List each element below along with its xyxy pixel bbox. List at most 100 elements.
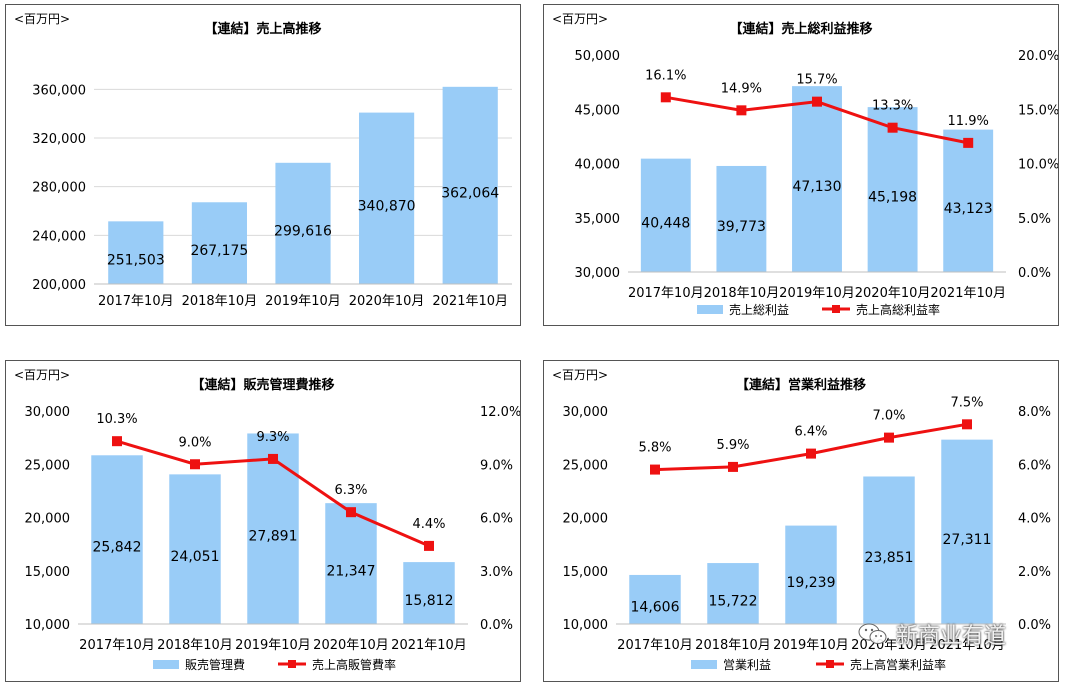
y2-tick-label: 0.0% xyxy=(1018,266,1051,281)
bar-value-label: 19,239 xyxy=(787,575,836,591)
legend-label: 売上総利益 xyxy=(729,302,789,317)
bar xyxy=(403,562,455,624)
x-tick-label: 2021年10月 xyxy=(929,638,1005,653)
x-tick-label: 2021年10月 xyxy=(432,294,508,309)
line-point xyxy=(812,96,822,107)
bar-value-label: 15,722 xyxy=(709,594,758,610)
bar-value-label: 27,891 xyxy=(249,529,298,545)
line-point xyxy=(963,137,974,148)
legend-swatch-bar xyxy=(697,305,723,314)
bar xyxy=(359,112,415,284)
bar xyxy=(640,158,691,272)
line-point xyxy=(346,507,356,518)
y-tick-label: 30,000 xyxy=(575,266,621,281)
x-tick-label: 2019年10月 xyxy=(265,294,341,309)
line-value-label: 5.8% xyxy=(638,441,671,456)
line-point xyxy=(806,448,816,459)
watermark-text: 新商业有道 xyxy=(896,624,1007,649)
legend-label: 営業利益 xyxy=(723,658,771,672)
line-point xyxy=(190,459,200,470)
wechat-icon xyxy=(858,623,887,644)
y-tick-label: 20,000 xyxy=(25,512,71,527)
line-point xyxy=(736,105,747,116)
bar-value-label: 47,130 xyxy=(793,179,842,195)
x-tick-label: 2017年10月 xyxy=(98,294,174,309)
y-tick-label: 320,000 xyxy=(32,132,86,147)
x-tick-label: 2019年10月 xyxy=(773,638,849,653)
x-tick-label: 2018年10月 xyxy=(182,294,258,309)
x-tick-label: 2018年10月 xyxy=(695,638,771,653)
y-tick-label: 280,000 xyxy=(32,181,86,196)
x-tick-label: 2019年10月 xyxy=(779,286,855,301)
bar-value-label: 23,851 xyxy=(865,550,914,566)
chart-panel-gross-profit: <百万円> 【連結】売上総利益推移 30,000 35,000 40,000 45,0… xyxy=(543,4,1059,326)
y-tick-label: 50,000 xyxy=(575,49,621,64)
line-point xyxy=(887,122,898,133)
bar xyxy=(707,563,759,624)
y2-tick-label: 6.0% xyxy=(480,512,513,527)
chart-panel-sales: <百万円> 【連結】売上高推移 200,000 240,000 280,000 320… xyxy=(5,4,521,326)
bar xyxy=(191,202,247,284)
unit-label: <百万円> xyxy=(14,368,71,382)
line-point xyxy=(728,461,738,472)
line-value-label: 7.5% xyxy=(950,395,983,410)
chart-svg-operating-profit: 10,000 15,000 20,000 25,000 30,000 0.0% 2.0% 4.… xyxy=(563,395,1052,672)
bar-value-label: 14,606 xyxy=(631,599,680,615)
chart-svg-sga: 10,000 15,000 20,000 25,000 30,000 0.0% 3.0% 6.… xyxy=(25,405,521,672)
y-tick-label: 40,000 xyxy=(575,158,621,173)
bar-value-label: 267,175 xyxy=(190,243,248,259)
bar-value-label: 43,123 xyxy=(944,201,993,217)
bar-value-label: 27,311 xyxy=(943,532,992,548)
legend-label: 売上高販管費率 xyxy=(312,657,396,672)
line-value-label: 4.4% xyxy=(412,517,445,532)
line-point xyxy=(884,432,894,443)
line-value-label: 10.3% xyxy=(96,412,137,427)
bar-value-label: 362,064 xyxy=(441,185,499,201)
bar xyxy=(943,129,994,272)
bar xyxy=(325,503,377,624)
legend-label: 売上高営業利益率 xyxy=(850,657,946,672)
y2-tick-label: 5.0% xyxy=(1018,212,1051,227)
line-value-label: 15.7% xyxy=(796,73,837,88)
chart-svg-sales: 200,000 240,000 280,000 320,000 360,000 251,5… xyxy=(32,83,512,309)
line-point xyxy=(112,436,122,447)
line-value-label: 16.1% xyxy=(645,68,686,83)
y2-tick-label: 0.0% xyxy=(480,618,513,633)
bar xyxy=(275,162,331,284)
y-tick-label: 10,000 xyxy=(563,618,609,633)
bar xyxy=(442,86,498,284)
y-tick-label: 20,000 xyxy=(563,512,609,527)
y-tick-label: 45,000 xyxy=(575,103,621,118)
x-tick-label: 2020年10月 xyxy=(855,286,931,301)
bar xyxy=(785,525,837,624)
legend-swatch-bar xyxy=(153,660,179,669)
bar-value-label: 25,842 xyxy=(93,540,142,556)
y-tick-label: 25,000 xyxy=(25,458,71,473)
bar xyxy=(247,433,299,624)
chart-title: 【連結】販売管理費推移 xyxy=(191,378,335,393)
line-value-label: 11.9% xyxy=(948,114,989,129)
y2-tick-label: 15.0% xyxy=(1018,103,1058,118)
y-tick-label: 25,000 xyxy=(563,458,609,473)
x-tick-label: 2020年10月 xyxy=(313,638,389,653)
x-tick-label: 2017年10月 xyxy=(628,286,704,301)
line-point xyxy=(424,540,434,551)
bar-value-label: 299,616 xyxy=(274,223,332,239)
chart-title: 【連結】営業利益推移 xyxy=(735,378,866,393)
bar-value-label: 24,051 xyxy=(171,549,220,565)
x-tick-label: 2020年10月 xyxy=(851,638,927,653)
y2-tick-label: 0.0% xyxy=(1018,618,1051,633)
x-tick-label: 2017年10月 xyxy=(79,638,155,653)
bar-value-label: 40,448 xyxy=(641,215,690,231)
y2-tick-label: 20.0% xyxy=(1018,49,1058,64)
x-tick-label: 2021年10月 xyxy=(391,638,467,653)
bar xyxy=(629,574,681,624)
y-tick-label: 15,000 xyxy=(563,565,609,580)
line-value-label: 13.3% xyxy=(872,99,913,114)
bar-value-label: 39,773 xyxy=(717,219,766,235)
legend-label: 売上高総利益率 xyxy=(856,302,940,317)
y2-tick-label: 9.0% xyxy=(480,458,513,473)
x-tick-label: 2019年10月 xyxy=(235,638,311,653)
y2-tick-label: 6.0% xyxy=(1018,458,1051,473)
y2-tick-label: 4.0% xyxy=(1018,512,1051,527)
